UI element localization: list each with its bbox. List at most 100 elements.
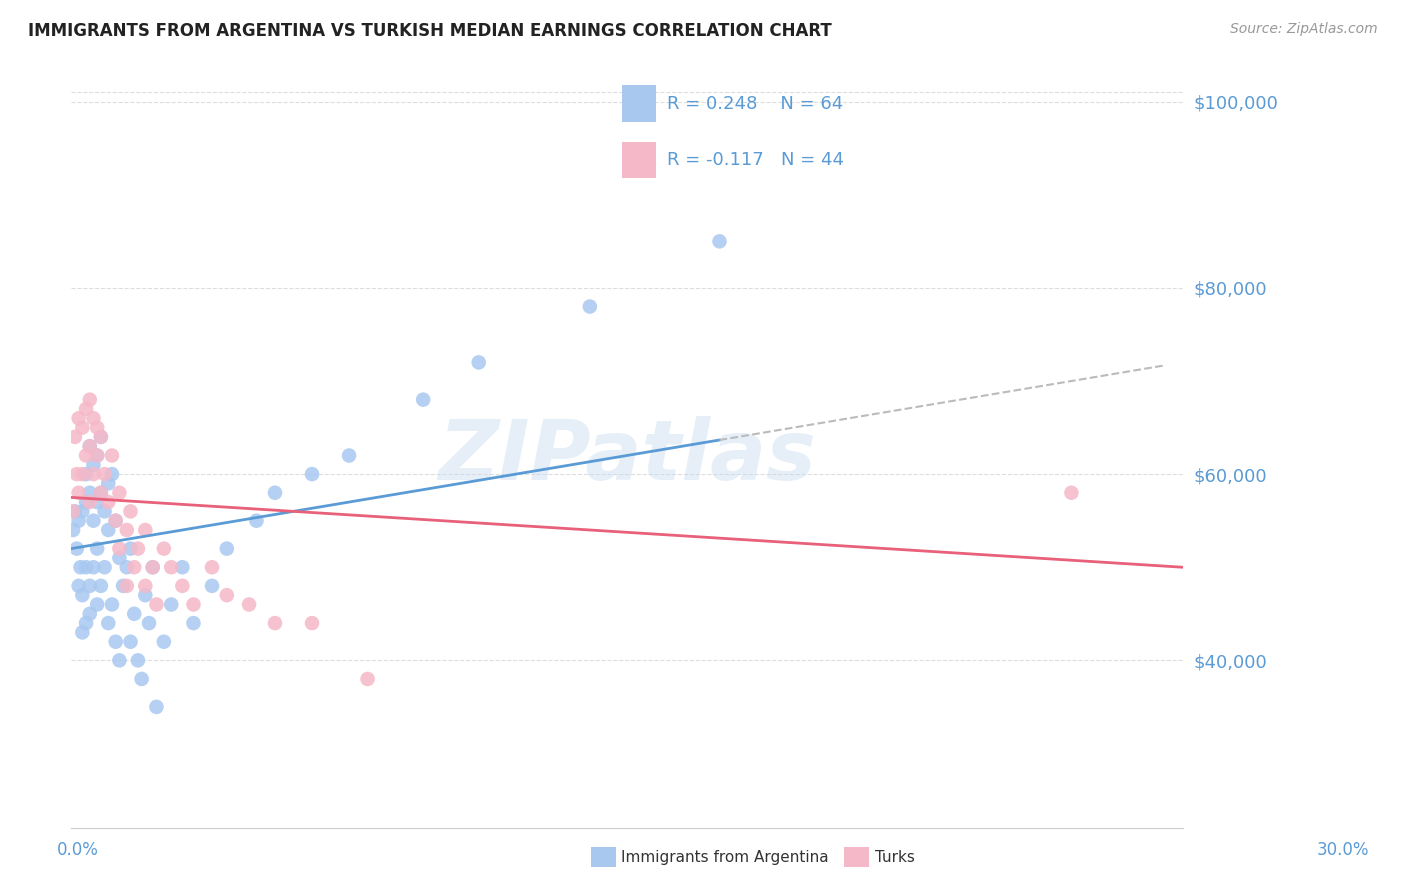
Point (79, 439, 101, 453)
Point (90, 485, 112, 500)
Point (115, 579, 138, 593)
Point (75, 467, 97, 482)
Point (72, 504, 94, 518)
Point (75, 560, 97, 574)
Point (108, 485, 131, 500)
Text: IMMIGRANTS FROM ARGENTINA VS TURKISH MEDIAN EARNINGS CORRELATION CHART: IMMIGRANTS FROM ARGENTINA VS TURKISH MED… (28, 22, 832, 40)
Point (215, 588, 238, 602)
Point (467, 355, 489, 369)
Point (62, 523, 84, 537)
Point (238, 598, 260, 612)
Point (412, 392, 434, 407)
Point (86, 495, 108, 509)
Point (72, 588, 94, 602)
Point (86, 449, 108, 463)
Point (108, 653, 131, 667)
Point (93, 467, 115, 482)
Point (79, 439, 101, 453)
Point (120, 634, 142, 648)
Point (97, 523, 120, 537)
Point (122, 560, 145, 574)
Point (145, 598, 167, 612)
Point (134, 588, 156, 602)
Point (138, 616, 160, 631)
Point (579, 300, 602, 314)
Point (63, 504, 86, 518)
Point (145, 699, 167, 714)
Point (264, 485, 287, 500)
Point (301, 616, 323, 631)
Point (86, 598, 108, 612)
Text: R = -0.117   N = 44: R = -0.117 N = 44 (666, 151, 844, 169)
Point (67, 485, 90, 500)
Point (90, 485, 112, 500)
Point (62, 504, 84, 518)
Point (82, 458, 104, 472)
Point (86, 420, 108, 434)
Point (356, 672, 378, 686)
Point (75, 495, 97, 509)
Point (172, 579, 194, 593)
Point (67, 411, 90, 425)
Text: 30.0%: 30.0% (1316, 840, 1369, 858)
Point (127, 653, 149, 667)
Point (66, 541, 89, 556)
Text: 0.0%: 0.0% (56, 840, 98, 858)
Text: Source: ZipAtlas.com: Source: ZipAtlas.com (1230, 22, 1378, 37)
Point (82, 514, 104, 528)
Point (134, 579, 156, 593)
Point (245, 514, 267, 528)
Point (82, 411, 104, 425)
Point (97, 495, 120, 509)
Point (79, 485, 101, 500)
Point (215, 541, 238, 556)
Point (90, 430, 112, 444)
Point (108, 550, 131, 565)
Point (67, 579, 90, 593)
Point (86, 541, 108, 556)
Point (153, 634, 176, 648)
Point (120, 541, 142, 556)
Point (131, 672, 153, 686)
Text: Turks: Turks (875, 850, 914, 864)
Point (1060, 485, 1083, 500)
Point (79, 579, 101, 593)
Point (337, 449, 360, 463)
Point (82, 467, 104, 482)
Point (120, 504, 142, 518)
Point (75, 401, 97, 416)
Point (108, 541, 131, 556)
Point (93, 560, 115, 574)
Point (101, 467, 124, 482)
Point (172, 560, 194, 574)
Point (97, 476, 120, 491)
Point (82, 560, 104, 574)
Point (153, 541, 176, 556)
Point (115, 560, 138, 574)
Point (90, 579, 112, 593)
Point (104, 514, 127, 528)
Bar (621, 86, 657, 121)
Point (301, 467, 323, 482)
Point (160, 598, 183, 612)
Point (75, 616, 97, 631)
Point (142, 560, 165, 574)
Point (112, 579, 135, 593)
Point (142, 560, 165, 574)
Point (201, 579, 224, 593)
Point (160, 560, 183, 574)
Point (201, 560, 224, 574)
Point (97, 616, 120, 631)
Point (72, 467, 94, 482)
Point (79, 392, 101, 407)
Point (709, 235, 731, 249)
Point (122, 607, 145, 621)
Text: R = 0.248    N = 64: R = 0.248 N = 64 (666, 95, 844, 112)
Point (183, 616, 205, 631)
Point (79, 607, 101, 621)
Point (72, 420, 94, 434)
Point (101, 449, 124, 463)
Point (67, 514, 90, 528)
Point (104, 634, 127, 648)
Point (63, 430, 86, 444)
